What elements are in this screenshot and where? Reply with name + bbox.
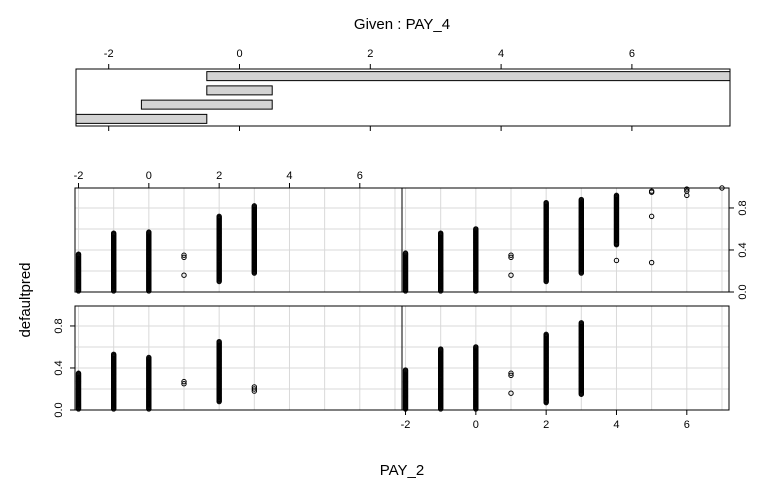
data-point (508, 254, 514, 261)
given-interval-bar (75, 113, 208, 124)
plot-panel: -2 0 2 4 6 (401, 305, 730, 431)
x-tick-label: 2 (543, 419, 549, 431)
data-point (613, 257, 620, 264)
chart-title: Given : PAY_4 (354, 16, 450, 33)
given-panel: -2 0 2 4 6 (75, 48, 731, 131)
given-interval-bar (206, 71, 731, 82)
x-tick-label: 6 (684, 419, 690, 431)
plot-panel: 0.0 0.4 0.8 (401, 185, 749, 300)
data-point (75, 370, 82, 376)
given-tick-label: 0 (236, 48, 242, 60)
x-tick-label: 6 (357, 170, 363, 182)
y-axis-label: defaultpred (17, 262, 34, 337)
data-point (648, 259, 655, 266)
data-point (543, 200, 549, 206)
data-point (181, 254, 187, 261)
data-point (684, 188, 690, 194)
data-point (578, 196, 585, 203)
plot-panel: -2 0 2 4 6 (74, 170, 403, 294)
data-point (402, 367, 409, 373)
data-point (648, 188, 655, 194)
data-point (110, 230, 117, 236)
x-tick-label: 0 (473, 419, 479, 431)
data-point (251, 386, 258, 392)
data-point (110, 351, 117, 358)
data-point (508, 252, 514, 258)
data-point (508, 272, 514, 278)
given-interval-bar (140, 99, 273, 110)
panel-frame (401, 187, 730, 293)
data-point (719, 185, 725, 191)
data-point (437, 230, 444, 236)
plot-panel: 0.0 0.4 0.8 (53, 305, 403, 418)
given-tick-label: 2 (367, 48, 373, 60)
data-point (181, 272, 187, 278)
data-point (648, 213, 655, 220)
data-point (181, 378, 187, 385)
y-tick-label: 0.8 (737, 200, 749, 215)
data-point (75, 251, 82, 257)
data-point (508, 370, 514, 376)
x-axis-label: PAY_2 (380, 462, 424, 479)
data-point (146, 229, 152, 235)
panel-frame (74, 187, 403, 293)
given-tick-label: -2 (104, 48, 114, 60)
y-tick-label: 0.4 (737, 242, 749, 257)
data-point (473, 226, 479, 232)
given-panel-frame (75, 68, 731, 127)
data-point (181, 252, 187, 258)
data-point (473, 344, 479, 350)
data-point (216, 339, 222, 345)
x-tick-label: -2 (74, 170, 84, 182)
x-tick-label: -2 (401, 419, 411, 431)
data-point (251, 203, 258, 209)
y-tick-label: 0.8 (53, 318, 65, 333)
data-point (216, 213, 222, 220)
data-point (543, 331, 549, 338)
given-tick-label: 6 (629, 48, 635, 60)
x-tick-label: 2 (216, 170, 222, 182)
data-point (684, 186, 690, 192)
x-tick-label: 4 (286, 170, 292, 182)
data-point (578, 320, 585, 326)
y-tick-label: 0.0 (737, 284, 749, 299)
given-interval-bar (206, 85, 273, 96)
x-tick-label: 0 (146, 170, 152, 182)
data-point (613, 192, 620, 199)
data-point (508, 372, 514, 379)
data-point (181, 381, 187, 387)
data-point (437, 346, 444, 352)
data-point (251, 384, 258, 390)
y-tick-label: 0.0 (53, 402, 65, 417)
given-tick-label: 4 (498, 48, 504, 60)
panel-frame (74, 305, 403, 411)
data-point (508, 390, 514, 396)
data-point (146, 354, 152, 361)
plot-panels: 0.0 0.4 0.8 -2 0 2 4 6 -2 0 2 4 6 0.0 0.4 0.8 (53, 170, 749, 431)
panel-frame (401, 305, 730, 411)
data-point (402, 250, 409, 256)
y-tick-label: 0.4 (53, 360, 65, 375)
x-tick-label: 4 (613, 419, 619, 431)
